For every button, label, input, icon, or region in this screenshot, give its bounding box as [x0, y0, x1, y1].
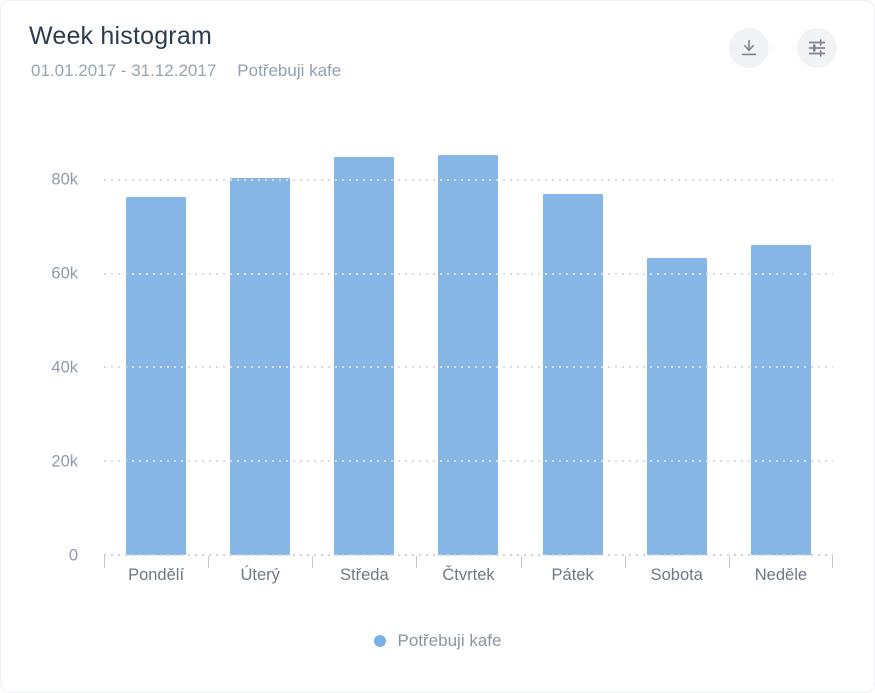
x-axis-label: Čtvrtek: [442, 566, 495, 584]
x-axis-tick: [520, 556, 522, 568]
bar[interactable]: [334, 156, 395, 555]
bar[interactable]: [542, 193, 603, 555]
bar[interactable]: [438, 154, 499, 555]
plot-area: 0 20k 40k 60k 80k: [51, 86, 833, 568]
settings-button[interactable]: [797, 28, 837, 68]
bar-slot: [104, 86, 208, 555]
x-axis-label: Pátek: [551, 566, 594, 584]
bar[interactable]: [750, 245, 811, 555]
bar-slot: [729, 86, 833, 555]
legend-item[interactable]: Potřebuji kafe: [1, 631, 874, 651]
legend-dot-icon: [373, 635, 386, 647]
x-axis-label: Neděle: [754, 566, 808, 584]
toolbar: [729, 28, 837, 68]
x-axis-tick: [832, 556, 833, 568]
bar[interactable]: [646, 257, 707, 555]
y-axis-tick-label: 80k: [51, 170, 78, 189]
bar-slot: [208, 86, 312, 555]
x-axis-tick: [728, 556, 730, 568]
download-button[interactable]: [729, 28, 769, 68]
gridline: [104, 178, 833, 181]
gridline: [104, 554, 833, 556]
bar-slot: [416, 86, 520, 555]
chart-subtitle: 01.01.2017 - 31.12.2017 Potřebuji kafe: [31, 61, 341, 81]
x-axis-label: Středa: [340, 566, 389, 584]
x-axis-tick: [312, 556, 314, 568]
y-axis-tick-label: 0: [68, 545, 78, 564]
x-axis-label: Pondělí: [128, 566, 185, 584]
x-axis-tick: [624, 556, 626, 568]
bar-slot: [625, 86, 729, 555]
x-axis-tick: [208, 556, 210, 568]
gridline: [104, 272, 833, 275]
bar[interactable]: [126, 196, 187, 555]
page-title: Week histogram: [29, 22, 212, 50]
x-axis-label: Úterý: [240, 566, 280, 584]
y-axis-tick-label: 40k: [51, 358, 78, 377]
x-axis-tick: [416, 556, 418, 568]
y-axis-tick-label: 20k: [51, 451, 78, 470]
x-axis-label: Sobota: [650, 566, 703, 584]
download-icon: [738, 37, 760, 59]
gridline: [104, 460, 833, 463]
bar-slot: [312, 86, 416, 555]
gridline: [104, 366, 833, 369]
sliders-icon: [806, 37, 828, 59]
x-axis-tick: [104, 556, 105, 568]
bars-container: [104, 86, 833, 555]
subtitle-series-name: Potřebuji kafe: [237, 61, 342, 80]
y-axis-tick-label: 60k: [51, 264, 78, 283]
date-range: 01.01.2017 - 31.12.2017: [31, 61, 217, 80]
x-axis-labels: Pondělí Úterý Středa Čtvrtek Pátek Sobota Nedě…: [104, 566, 833, 585]
legend-label: Potřebuji kafe: [397, 631, 502, 650]
bar-slot: [521, 86, 625, 555]
